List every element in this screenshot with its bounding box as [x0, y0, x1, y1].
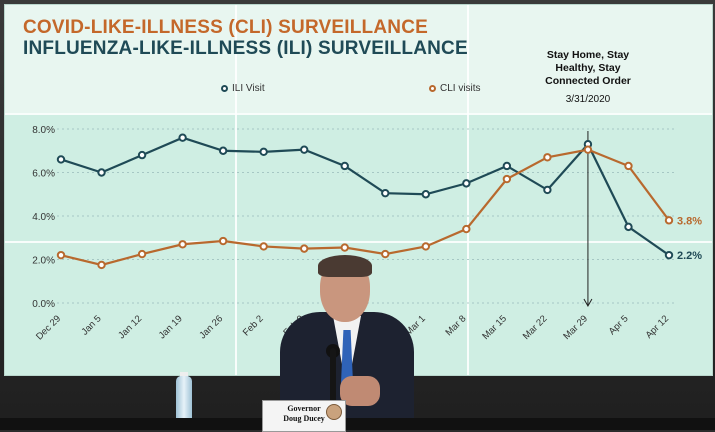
data-point	[178, 133, 187, 142]
series-line	[60, 148, 670, 267]
x-tick-label: Jan 19	[157, 313, 185, 341]
legend-cli-label: CLI visits	[440, 83, 481, 94]
y-tick-label: 8.0%	[32, 125, 55, 136]
legend-cli: CLI visits	[429, 83, 481, 94]
data-point	[624, 161, 633, 171]
seal-icon	[326, 404, 342, 420]
speaker-hair	[318, 255, 372, 277]
x-tick-label: Dec 29	[34, 313, 63, 342]
x-tick-label: Mar 29	[561, 313, 590, 342]
data-point	[421, 190, 430, 199]
data-point	[300, 244, 309, 253]
chart-title-ili: INFLUENZA-LIKE-ILLNESS (ILI) SURVEILLANC…	[23, 38, 468, 59]
data-point	[259, 147, 268, 157]
end-value-label: 2.2%	[677, 250, 702, 262]
x-tick-label: Jan 12	[116, 313, 144, 341]
data-point	[218, 236, 228, 246]
x-tick-label: Mar 22	[521, 313, 550, 342]
legend-marker-icon	[429, 85, 436, 92]
screen-seam	[235, 5, 237, 375]
chart-header	[5, 5, 712, 113]
data-point	[664, 250, 674, 260]
nameplate-name: Doug Ducey	[283, 414, 325, 423]
x-tick-label: Jan 5	[79, 313, 103, 337]
data-point	[218, 146, 228, 155]
x-tick-label: Mar 15	[480, 313, 509, 342]
data-point	[56, 250, 66, 260]
data-point	[381, 188, 390, 198]
chart-title-cli: COVID-LIKE-ILLNESS (CLI) SURVEILLANCE	[23, 17, 428, 38]
data-point	[462, 224, 471, 234]
data-point	[340, 243, 349, 252]
data-point	[502, 161, 512, 171]
x-tick-label: Apr 5	[607, 313, 631, 337]
end-value-label: 3.8%	[677, 215, 702, 227]
data-point	[543, 185, 552, 195]
microphone-stand	[330, 348, 336, 406]
y-tick-label: 2.0%	[32, 256, 55, 267]
data-point	[97, 168, 106, 177]
data-point	[137, 249, 147, 259]
data-point	[462, 179, 471, 188]
data-point	[340, 161, 349, 171]
data-point	[664, 216, 674, 225]
data-point	[381, 249, 390, 259]
table-edge	[0, 418, 715, 430]
data-point	[300, 145, 309, 154]
data-point	[421, 242, 430, 251]
annotation-arrow-icon	[583, 298, 593, 308]
nameplate-title: Governor	[287, 404, 321, 413]
legend-ili: ILI Visit	[221, 83, 265, 94]
order-annotation-date: 3/31/2020	[565, 94, 611, 105]
data-point	[624, 222, 633, 232]
y-tick-label: 4.0%	[32, 212, 55, 223]
screen-seam	[5, 113, 712, 115]
display-screen: COVID-LIKE-ILLNESS (CLI) SURVEILLANCE IN…	[4, 4, 713, 376]
order-annotation: Stay Home, Stay Healthy, Stay Connected …	[545, 49, 631, 87]
x-tick-label: Feb 2	[241, 313, 266, 338]
data-point	[137, 150, 147, 160]
screen-seam	[5, 241, 712, 243]
legend-ili-label: ILI Visit	[232, 83, 265, 94]
y-tick-label: 0.0%	[32, 299, 55, 310]
data-point	[56, 155, 66, 164]
y-tick-label: 6.0%	[32, 169, 55, 180]
x-tick-label: Mar 8	[443, 313, 468, 338]
data-point	[178, 240, 187, 249]
data-point	[502, 174, 512, 184]
data-point	[583, 145, 593, 154]
x-tick-label: Apr 12	[644, 313, 672, 341]
screen-seam	[467, 5, 469, 375]
data-point	[543, 153, 552, 162]
water-bottle	[176, 376, 192, 430]
x-tick-label: Jan 26	[197, 313, 225, 341]
speaker-hands	[340, 376, 380, 406]
legend-marker-icon	[221, 85, 228, 92]
series-line	[60, 136, 670, 257]
data-point	[97, 260, 106, 270]
data-point	[259, 242, 268, 251]
water-bottle-cap	[180, 372, 188, 378]
